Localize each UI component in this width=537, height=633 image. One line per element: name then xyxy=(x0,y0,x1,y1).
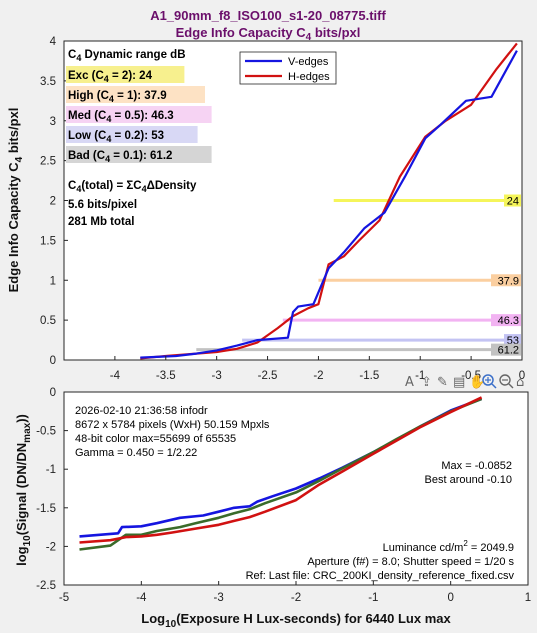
figure-title-line1: A1_90mm_f8_ISO100_s1-20_08775.tiff xyxy=(150,8,386,23)
series-v-edges xyxy=(140,50,518,359)
dr-row-2: Med (C4 = 0.5): 46.3 xyxy=(66,106,212,124)
level-label-bad: 61.2 xyxy=(491,343,521,357)
bottom-y-tick-label: -2.5 xyxy=(36,580,56,592)
dynamic-range-panel: C4 Dynamic range dB Exc (C4 = 2): 24 High… xyxy=(66,49,212,228)
dynamic-range-header: C4 Dynamic range dB xyxy=(68,49,186,63)
top-y-tick-label: 1.5 xyxy=(40,235,56,247)
bottom-ticks: -5 -4 -3 -2 -1 0 1 0 -0.5 -1 -1.5 -2 -2.5 xyxy=(36,387,531,604)
data-tip-icon[interactable]: ▤ xyxy=(453,375,465,390)
svg-text:High (C4 = 1): 37.9: High (C4 = 1): 37.9 xyxy=(68,90,167,104)
svg-text:Exc (C4 = 2): 24: Exc (C4 = 2): 24 xyxy=(68,70,153,84)
bits-per-pixel: 5.6 bits/pixel xyxy=(68,199,137,211)
bottom-x-tick-label: -4 xyxy=(136,592,147,604)
svg-text:Bad (C4 = 0.1): 61.2: Bad (C4 = 0.1): 61.2 xyxy=(68,150,172,164)
legend-label-v: V-edges xyxy=(288,56,329,68)
bottom-y-tick-label: -0.5 xyxy=(36,426,56,438)
max-value: Max = -0.0852 xyxy=(441,460,512,472)
info-line-3: 48-bit color max=55699 of 65535 xyxy=(75,433,236,445)
svg-text:61.2: 61.2 xyxy=(498,345,519,357)
top-x-tick-label: -2.5 xyxy=(258,370,278,382)
home-icon[interactable]: ⌂ xyxy=(516,375,524,390)
dr-row-3: Low (C4 = 0.2): 53 xyxy=(66,126,198,144)
top-y-tick-label: 3 xyxy=(50,116,56,128)
top-y-tick-label: 1 xyxy=(50,275,56,287)
top-y-tick-label: 2.5 xyxy=(40,156,56,168)
top-x-tick-label: -3 xyxy=(212,370,222,382)
bottom-y-tick-label: -1.5 xyxy=(36,503,56,515)
bottom-series-group xyxy=(79,396,483,551)
svg-text:Low (C4 = 0.2): 53: Low (C4 = 0.2): 53 xyxy=(68,130,164,144)
bottom-annotations: 2026-02-10 21:36:58 infodr 8672 x 5784 p… xyxy=(75,405,514,582)
top-x-tick-label: -1.5 xyxy=(359,370,379,382)
brush-icon[interactable]: ✎ xyxy=(437,375,448,390)
svg-text:37.9: 37.9 xyxy=(498,275,519,287)
top-x-tick-label: -2 xyxy=(313,370,323,382)
pan-icon[interactable]: ✋ xyxy=(469,374,485,390)
bottom-series-1 xyxy=(79,397,483,551)
bottom-y-tick-label: -2 xyxy=(46,541,56,553)
zoom-out-icon[interactable] xyxy=(499,374,514,389)
bottom-series-2 xyxy=(79,396,483,544)
zoom-in-icon[interactable] xyxy=(482,374,497,389)
top-y-tick-label: 3.5 xyxy=(40,76,56,88)
top-y-axis-label: Edge Info Capacity C4 bits/pxl xyxy=(6,108,25,293)
bottom-x-tick-label: 1 xyxy=(525,592,531,604)
dr-row-4: Bad (C4 = 0.1): 61.2 xyxy=(66,146,212,164)
info-line-1: 2026-02-10 21:36:58 infodr xyxy=(75,405,208,417)
svg-text:46.3: 46.3 xyxy=(498,315,519,327)
best-around: Best around -0.10 xyxy=(425,474,512,486)
luminance: Luminance cd/m2 = 2049.9 xyxy=(383,539,514,554)
top-x-tick-label: -4 xyxy=(110,370,121,382)
bottom-y-axis-label: log10(Signal (DN/DNmax)) xyxy=(14,414,33,566)
axes-toolbar[interactable]: A ⇪ ✎ ▤ ✋ ⌂ xyxy=(405,374,524,390)
top-y-tick-label: 2 xyxy=(50,196,56,208)
top-x-tick-label: 0 xyxy=(519,370,525,382)
top-x-tick-label: -0.5 xyxy=(461,370,481,382)
bottom-x-tick-label: -2 xyxy=(291,592,301,604)
bottom-x-tick-label: -5 xyxy=(59,592,69,604)
top-y-tick-label: 0.5 xyxy=(40,315,56,327)
top-legend: V-edges H-edges xyxy=(239,51,337,85)
legend-label-h: H-edges xyxy=(288,71,330,83)
bottom-x-axis-label: Log10(Exposure H Lux-seconds) for 6440 L… xyxy=(141,611,451,630)
export-icon[interactable]: ⇪ xyxy=(421,375,432,390)
level-label-med: 46.3 xyxy=(491,314,521,327)
bottom-x-tick-label: 0 xyxy=(447,592,453,604)
level-label-high: 37.9 xyxy=(491,274,521,287)
top-ticks: -4 -3.5 -3 -2.5 -2 -1.5 -1 -0.5 0 0 0.5 1 1.5 2 2.5 3 3.… xyxy=(40,36,525,382)
reference-file: Ref: Last file: CRC_200KI_density_refere… xyxy=(246,570,515,582)
top-y-tick-label: 0 xyxy=(50,355,56,367)
dr-row-1: High (C4 = 1): 37.9 xyxy=(66,86,205,104)
text-icon[interactable]: A xyxy=(405,375,414,390)
top-series-group xyxy=(140,42,518,360)
bottom-x-tick-label: -1 xyxy=(368,592,378,604)
svg-text:24: 24 xyxy=(507,196,519,208)
info-line-4: Gamma = 0.450 = 1/2.22 xyxy=(75,447,197,459)
top-y-tick-label: 4 xyxy=(50,36,57,48)
bottom-y-tick-label: -1 xyxy=(46,464,56,476)
info-line-2: 8672 x 5784 pixels (WxH) 50.159 Mpxls xyxy=(75,419,270,431)
svg-text:Med (C4 = 0.5): 46.3: Med (C4 = 0.5): 46.3 xyxy=(68,110,174,124)
top-x-tick-label: -3.5 xyxy=(156,370,176,382)
total-mb: 281 Mb total xyxy=(68,216,134,228)
figure-title-line2: Edge Info Capacity C4 bits/pxl xyxy=(176,25,361,43)
level-label-exc: 24 xyxy=(504,194,521,208)
bottom-x-tick-label: -3 xyxy=(214,592,224,604)
bottom-y-tick-label: 0 xyxy=(50,387,56,399)
dr-row-0: Exc (C4 = 2): 24 xyxy=(66,66,185,84)
total-formula: C4(total) = ΣC4ΔDensity xyxy=(68,180,197,194)
aperture-shutter: Aperture (f#) = 8.0; Shutter speed = 1/2… xyxy=(307,556,514,568)
top-x-tick-label: -1 xyxy=(415,370,425,382)
